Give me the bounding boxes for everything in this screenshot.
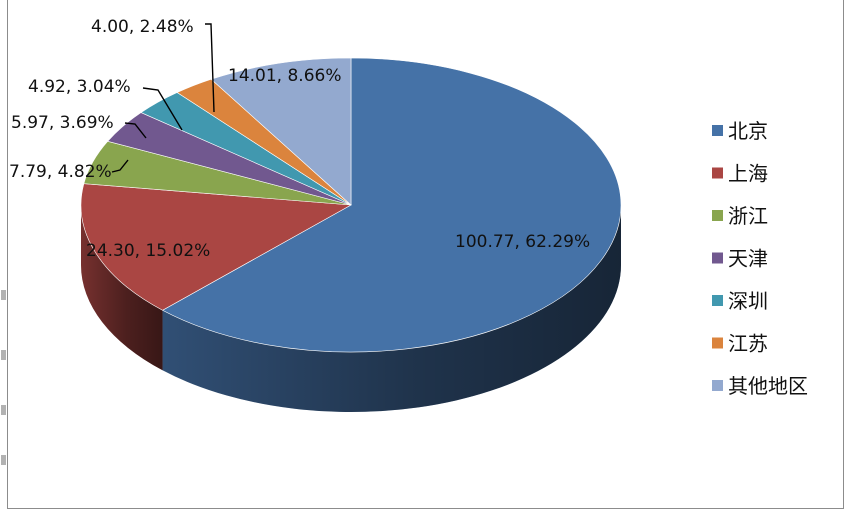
legend-label-1: 上海 — [728, 162, 768, 186]
leader-line-5 — [205, 23, 215, 113]
leader-line-4 — [142, 87, 183, 131]
pie-slice-6 — [210, 57, 352, 206]
legend-label-6: 其他地区 — [728, 374, 808, 398]
legend-swatch-5 — [712, 337, 723, 349]
data-label-2: 7.79, 4.82% — [9, 162, 112, 182]
pie-data-labels: 100.77, 62.29% 24.30, 15.02% 7.79, 4.82% 5.… — [9, 17, 590, 261]
data-label-4: 4.92, 3.04% — [28, 77, 131, 97]
legend-label-4: 深圳 — [728, 289, 768, 313]
data-label-3: 5.97, 3.69% — [11, 113, 114, 133]
legend-label-5: 江苏 — [728, 332, 768, 356]
legend-swatch-4 — [712, 295, 723, 306]
leader-line-2 — [111, 159, 129, 173]
left-edge-artifacts — [0, 290, 7, 490]
legend-swatch-2 — [712, 210, 723, 221]
legend-swatch-0 — [712, 125, 723, 136]
legend-swatch-1 — [712, 167, 723, 179]
legend-label-0: 北京 — [728, 119, 768, 143]
data-label-1: 24.30, 15.02% — [86, 241, 210, 261]
pie-side-shade-1 — [81, 205, 163, 371]
pie-sides — [81, 205, 621, 412]
pie-side-shade-0 — [162, 205, 621, 412]
pie-leader-lines — [111, 23, 215, 173]
pie-slice-0 — [161, 57, 622, 353]
legend-swatch-6 — [712, 380, 723, 391]
legend-swatch-3 — [712, 252, 723, 264]
pie-slice-1 — [80, 183, 353, 311]
pie-top — [80, 57, 622, 353]
data-label-5: 4.00, 2.48% — [91, 17, 194, 37]
data-label-6: 14.01, 8.66% — [228, 66, 341, 86]
legend-label-2: 浙江 — [728, 204, 768, 228]
data-label-0: 100.77, 62.29% — [455, 232, 590, 252]
leader-line-3 — [124, 122, 147, 139]
legend-label-3: 天津 — [728, 247, 768, 271]
